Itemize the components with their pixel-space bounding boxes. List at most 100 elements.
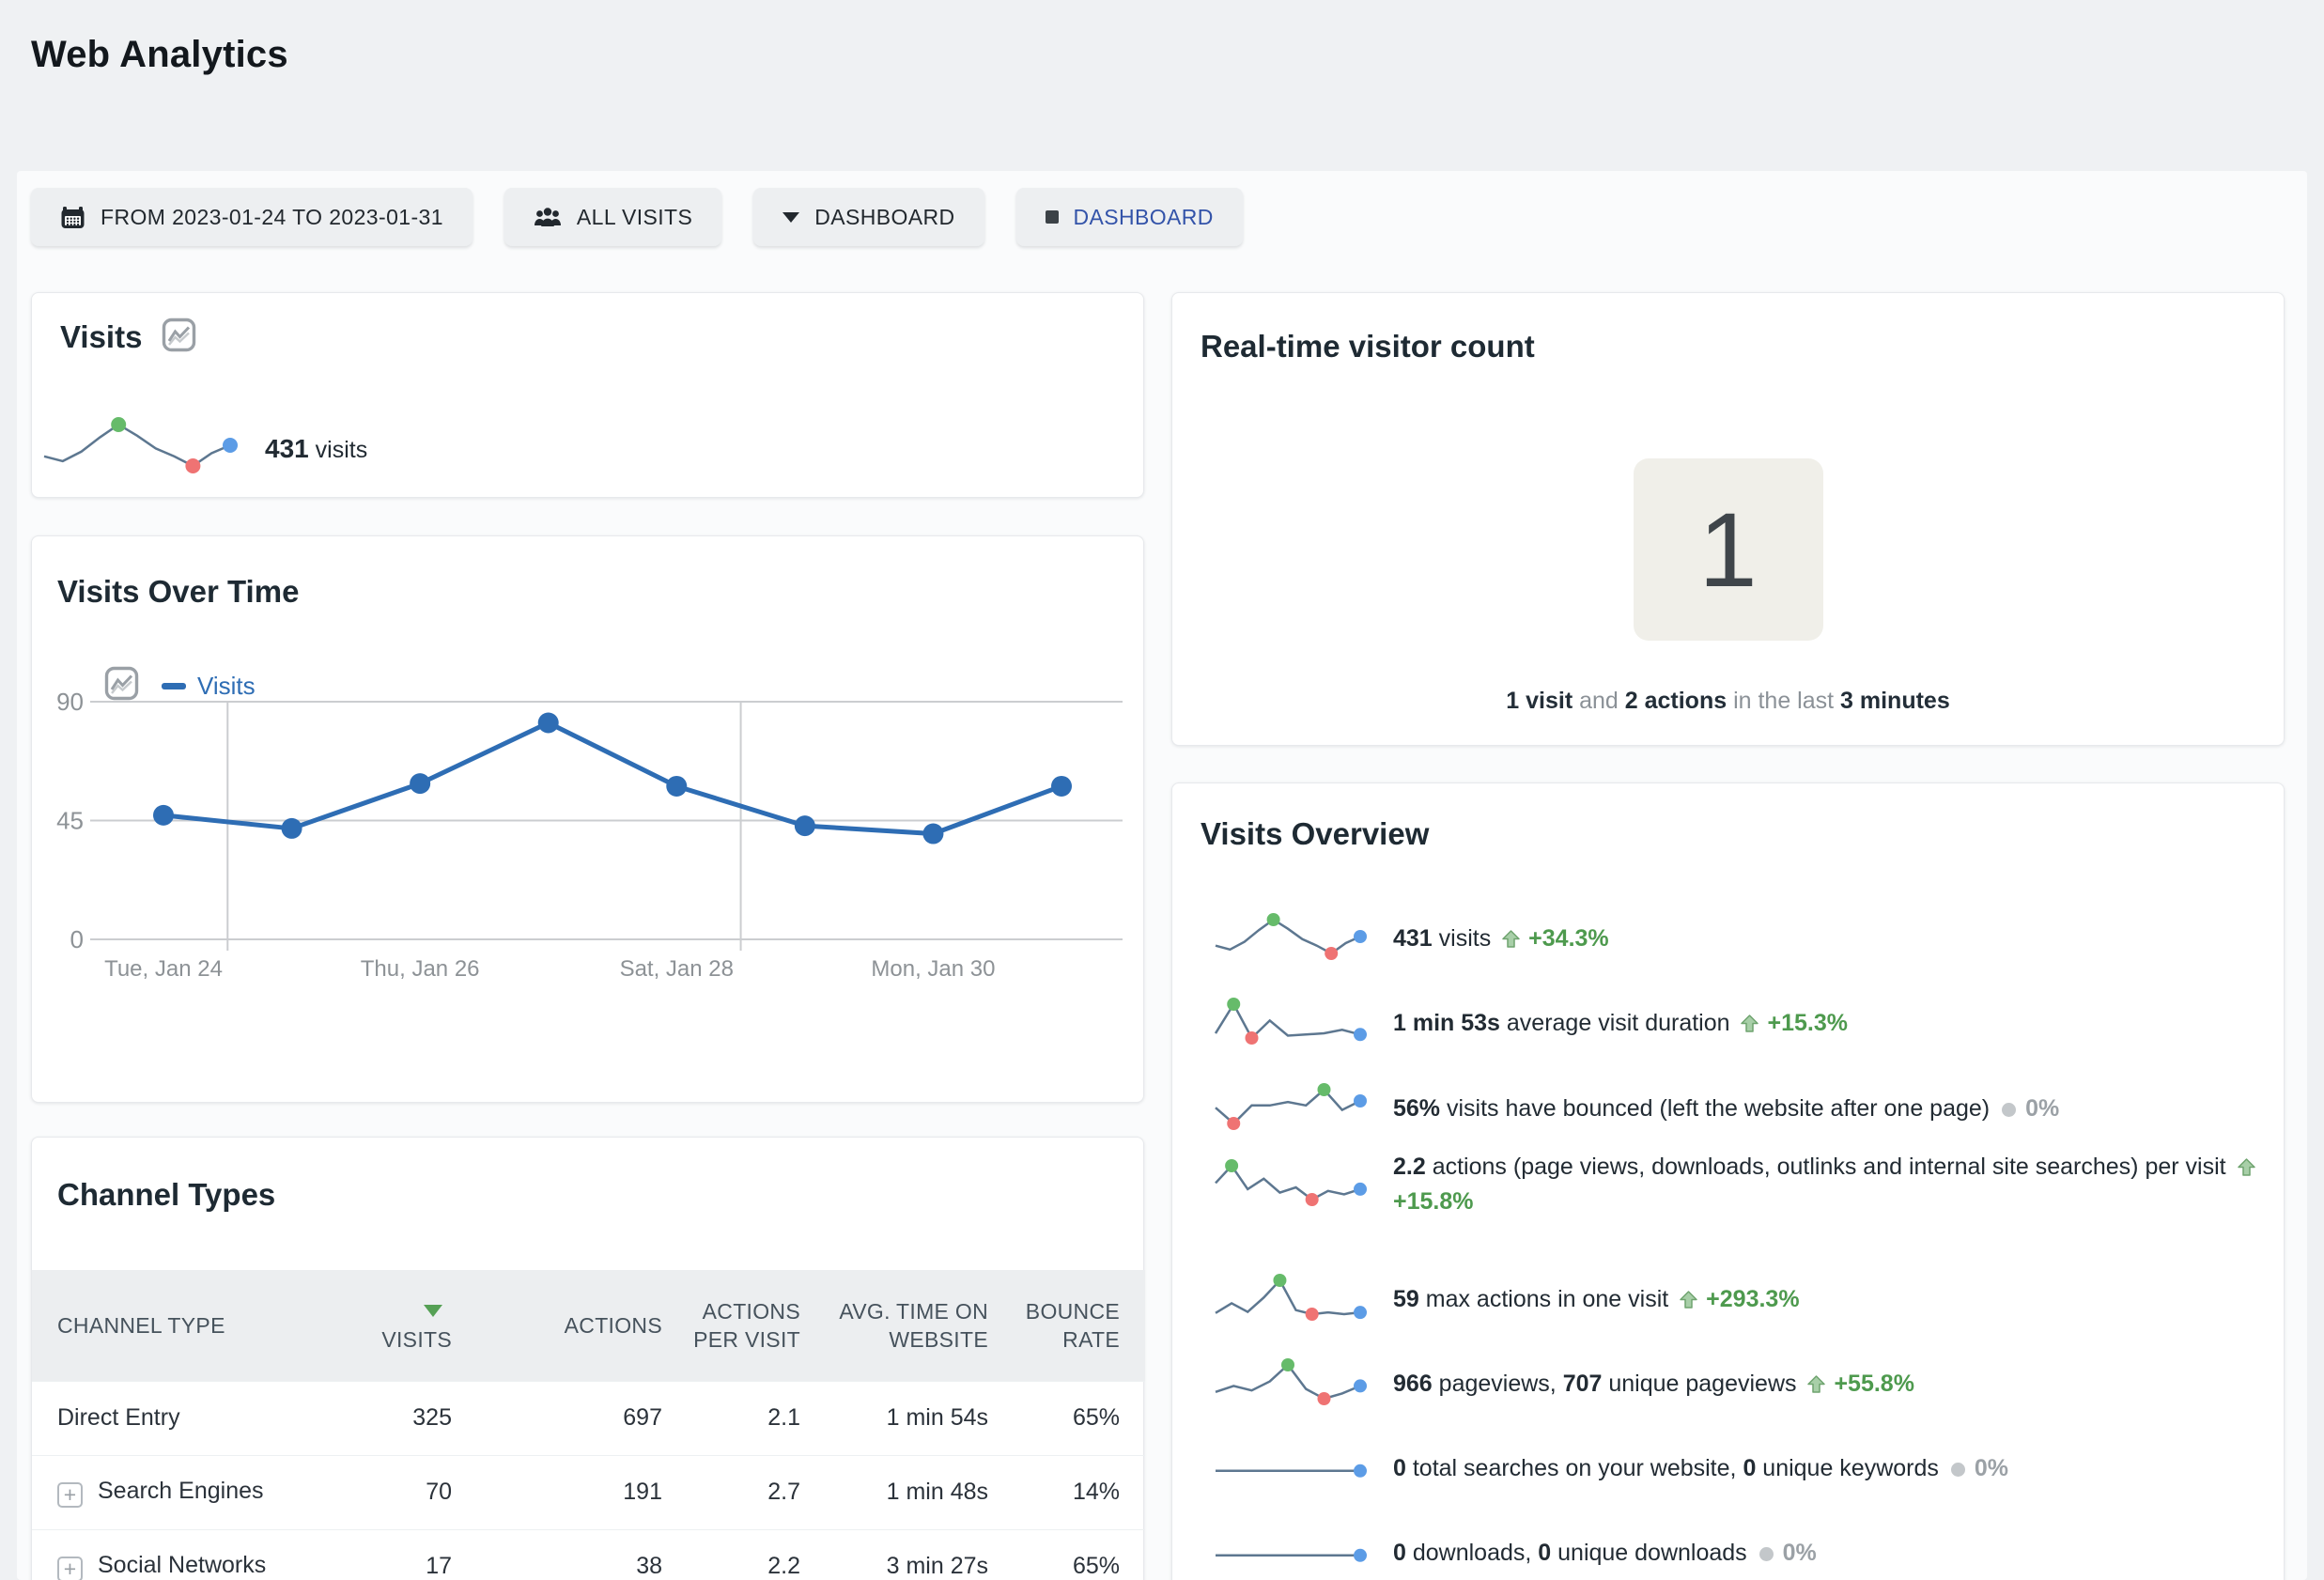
segment-label: ALL VISITS — [576, 205, 693, 229]
visits-total-unit: visits — [315, 437, 368, 463]
realtime-visitor-count-widget: Real-time visitor count 1 1 visit and 2 … — [1171, 292, 2285, 746]
stat-sparkline — [1216, 1548, 1367, 1562]
calendar-icon — [61, 206, 85, 228]
stat-text: 56% visits have bounced (left the websit… — [1393, 1094, 2060, 1122]
table-row[interactable]: Direct Entry 325 697 2.1 1 min 54s 65% — [32, 1380, 1145, 1455]
overview-stat-row[interactable]: 2.2 actions (page views, downloads, outl… — [1211, 1150, 2267, 1219]
dashboard-select-label: DASHBOARD — [814, 205, 955, 229]
stat-sparkline — [1214, 998, 1367, 1045]
widget-title: Visits — [60, 319, 143, 354]
spark-min-dot — [1245, 1031, 1259, 1045]
channel-types-table: Channel Type Visits Actions Actions per … — [32, 1270, 1145, 1580]
stop-square-icon — [1045, 210, 1059, 224]
svg-text:Sat, Jan 28: Sat, Jan 28 — [620, 956, 734, 982]
segment-selector-button[interactable]: ALL VISITS — [504, 188, 722, 246]
visits-total-value: 431 — [265, 434, 309, 463]
chart-data-point — [281, 817, 302, 839]
overview-stat-row[interactable]: 59 max actions in one visit +293.3% — [1211, 1273, 2267, 1325]
trend-up-icon — [1502, 929, 1520, 948]
spark-last-dot — [1354, 1306, 1367, 1320]
stat-sparkline — [1215, 1159, 1367, 1206]
evolution-chart-icon[interactable] — [162, 318, 196, 352]
spark-last-dot — [1354, 1464, 1367, 1478]
visits-sparkline[interactable] — [39, 417, 248, 477]
sort-desc-icon — [424, 1304, 442, 1317]
overview-stat-row[interactable]: 56% visits have bounced (left the websit… — [1211, 1082, 2267, 1135]
chart-data-point — [537, 712, 559, 734]
overview-stat-row[interactable]: 0 total searches on your website, 0 uniq… — [1211, 1442, 2267, 1495]
dashboard-select-button[interactable]: DASHBOARD — [753, 188, 984, 246]
column-header-avg-time[interactable]: Avg. Time on Website — [800, 1270, 988, 1381]
evolution-chart-icon[interactable] — [104, 666, 139, 701]
column-header-actions-per-visit[interactable]: Actions per Visit — [662, 1270, 800, 1381]
chart-legend[interactable]: Visits — [162, 672, 256, 701]
stat-sparkline — [1215, 1083, 1367, 1130]
spark-max-dot — [111, 417, 127, 432]
spark-max-dot — [1317, 1083, 1331, 1096]
trend-up-icon — [1741, 1014, 1759, 1032]
date-range-label: FROM 2023-01-24 TO 2023-01-31 — [101, 205, 443, 229]
column-header-channel-type[interactable]: Channel Type — [32, 1270, 356, 1381]
table-row[interactable]: + Search Engines 70 191 2.7 1 min 48s 14% — [32, 1454, 1145, 1529]
column-header-visits[interactable]: Visits — [356, 1270, 452, 1381]
spark-last-dot — [1354, 1548, 1367, 1562]
widget-title: Channel Types — [57, 1177, 276, 1212]
overview-stat-row[interactable]: 966 pageviews, 707 unique pageviews +55.… — [1211, 1357, 2267, 1410]
spark-min-dot — [1317, 1392, 1331, 1405]
stat-text: 0 total searches on your website, 0 uniq… — [1393, 1454, 2008, 1481]
chart-data-point — [922, 823, 944, 844]
stat-text: 2.2 actions (page views, downloads, outl… — [1393, 1150, 2267, 1219]
expand-plus-icon[interactable]: + — [57, 1481, 83, 1508]
spark-min-dot — [1325, 947, 1339, 960]
stat-sparkline — [1215, 1274, 1367, 1321]
column-header-actions[interactable]: Actions — [452, 1270, 662, 1381]
trend-up-icon — [2237, 1158, 2255, 1176]
stat-text: 0 downloads, 0 unique downloads 0% — [1393, 1539, 1817, 1566]
spark-last-dot — [223, 438, 238, 453]
trend-neutral-icon — [1758, 1546, 1774, 1561]
spark-max-dot — [1227, 998, 1241, 1011]
chart-data-point — [666, 775, 688, 797]
spark-last-dot — [1354, 930, 1367, 943]
overview-stat-row[interactable]: 431 visits +34.3% — [1211, 912, 2267, 965]
visits-over-time-chart[interactable]: 90 45 0 Tue, Jan 24 Thu, Jan 26 Sat, Jan 28 Mo… — [32, 658, 1145, 1072]
dashboard-link-button[interactable]: DASHBOARD — [1015, 188, 1243, 246]
trend-up-icon — [1680, 1290, 1697, 1309]
spark-max-dot — [1266, 913, 1280, 926]
dashboard-link-label: DASHBOARD — [1073, 205, 1214, 229]
table-row[interactable]: + Social Networks 17 38 2.2 3 min 27s 65% — [32, 1528, 1145, 1580]
visits-overview-widget: Visits Overview 431 visits +34.3% 1 min … — [1171, 782, 2285, 1580]
spark-min-dot — [1305, 1308, 1319, 1321]
realtime-count-badge: 1 — [1633, 458, 1823, 641]
channel-name: Direct Entry — [32, 1380, 356, 1455]
toolbar: FROM 2023-01-24 TO 2023-01-31 ALL VISITS… — [31, 188, 1243, 246]
svg-text:Thu, Jan 26: Thu, Jan 26 — [361, 956, 480, 982]
stat-text: 431 visits +34.3% — [1393, 924, 1609, 952]
chart-data-point — [794, 815, 815, 837]
spark-max-dot — [1225, 1159, 1239, 1172]
stat-text: 966 pageviews, 707 unique pageviews +55.… — [1393, 1370, 1914, 1397]
date-range-button[interactable]: FROM 2023-01-24 TO 2023-01-31 — [31, 188, 473, 246]
widget-title: Visits Overview — [1201, 816, 1430, 851]
caret-down-icon — [782, 211, 800, 223]
trend-neutral-icon — [1950, 1462, 1965, 1477]
realtime-count-value: 1 — [1698, 490, 1758, 609]
widget-title: Visits Over Time — [57, 574, 300, 609]
expand-plus-icon[interactable]: + — [57, 1556, 83, 1580]
channel-name: + Social Networks — [32, 1528, 356, 1580]
visits-total: 431 visits — [265, 434, 367, 464]
channel-name: + Search Engines — [32, 1454, 356, 1529]
table-header-row: Channel Type Visits Actions Actions per … — [32, 1270, 1145, 1381]
svg-text:Mon, Jan 30: Mon, Jan 30 — [871, 956, 995, 982]
realtime-caption: 1 visit and 2 actions in the last 3 minu… — [1506, 688, 1950, 714]
overview-stat-row[interactable]: 0 downloads, 0 unique downloads 0% — [1211, 1526, 2267, 1579]
spark-last-dot — [1354, 1094, 1367, 1108]
spark-last-dot — [1354, 1028, 1367, 1042]
column-header-bounce-rate[interactable]: Bounce Rate — [988, 1270, 1145, 1381]
svg-text:Tue, Jan 24: Tue, Jan 24 — [104, 956, 223, 982]
overview-stat-row[interactable]: 1 min 53s average visit duration +15.3% — [1211, 997, 2267, 1049]
legend-line-swatch — [162, 683, 186, 689]
widget-title: Real-time visitor count — [1201, 329, 1535, 364]
spark-min-dot — [185, 458, 201, 473]
stat-text: 59 max actions in one visit +293.3% — [1393, 1285, 1800, 1312]
